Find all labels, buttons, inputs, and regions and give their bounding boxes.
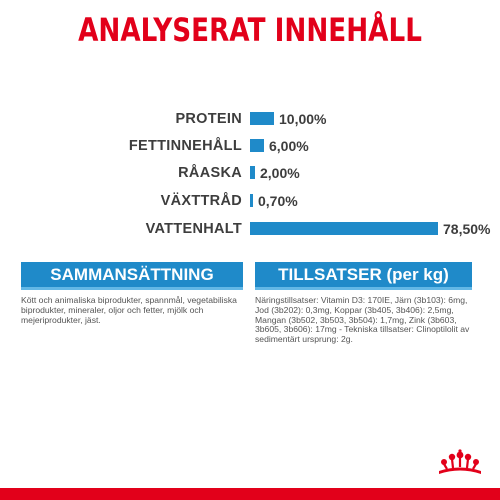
composition-text: Kött och animaliska biprodukter, spannmå… (21, 295, 237, 325)
page-title: ANALYSERAT INNEHÅLL (78, 11, 422, 49)
analysis-value: 78,50% (443, 221, 491, 237)
royal-canin-crown-logo-icon (439, 449, 481, 474)
additives-text: Näringstillsatser: Vitamin D3: 170IE, Jä… (255, 295, 470, 345)
analysis-row: FETTINNEHÅLL 6,00% (0, 136, 500, 156)
additives-heading: TILLSATSER (per kg) (278, 265, 449, 284)
analysis-label: FETTINNEHÅLL (128, 138, 242, 154)
composition-heading: SAMMANSÄTTNING (50, 265, 214, 284)
additives-header-accent (255, 287, 472, 290)
analysis-bar (250, 166, 255, 179)
analysis-bar (250, 222, 438, 235)
composition-header-accent (21, 287, 243, 290)
analysis-bar (250, 112, 274, 125)
composition-header: SAMMANSÄTTNING (21, 262, 243, 290)
analysis-value: 2,00% (260, 165, 300, 181)
analysis-row: VÄXTTRÅD 0,70% (0, 191, 500, 211)
analysis-value: 10,00% (279, 111, 327, 127)
additives-header: TILLSATSER (per kg) (255, 262, 472, 290)
analysis-chart: PROTEIN 10,00% FETTINNEHÅLL 6,00% RÅASKA… (0, 109, 500, 239)
analysis-bar (250, 194, 253, 207)
analysis-bar (250, 139, 264, 152)
analysis-row: VATTENHALT 78,50% (0, 219, 500, 239)
analysis-label: VÄXTTRÅD (160, 193, 242, 209)
analysis-value: 6,00% (269, 138, 309, 154)
analysis-label: PROTEIN (175, 111, 242, 127)
analysis-row: PROTEIN 10,00% (0, 109, 500, 129)
analysis-label: VATTENHALT (145, 221, 242, 237)
bottom-red-bar (0, 488, 500, 500)
analysis-label: RÅASKA (178, 165, 242, 181)
analysis-value: 0,70% (258, 193, 298, 209)
analysis-row: RÅASKA 2,00% (0, 163, 500, 183)
